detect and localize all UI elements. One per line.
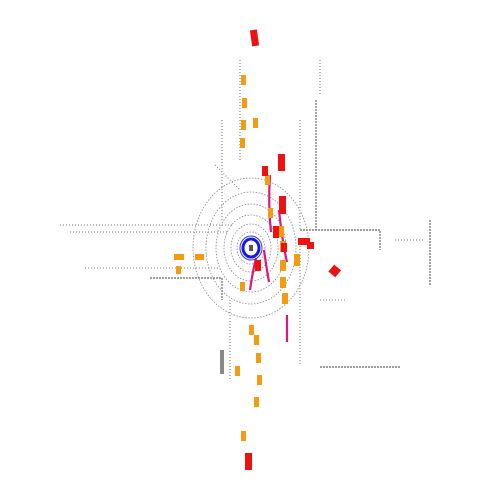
ego-ring [241, 237, 261, 259]
box [249, 29, 260, 47]
box [265, 175, 270, 185]
box [307, 242, 314, 249]
box [241, 431, 246, 441]
box [282, 293, 288, 304]
box [280, 277, 286, 288]
box [242, 98, 247, 108]
box [294, 254, 300, 266]
ring [205, 191, 297, 305]
box [278, 226, 284, 237]
box [257, 375, 262, 385]
points [150, 277, 223, 300]
box [328, 264, 342, 278]
ego-car [249, 245, 253, 251]
box [273, 226, 279, 238]
box [281, 243, 287, 252]
red-boxes [245, 29, 342, 470]
box [235, 366, 240, 376]
ego-ring [239, 235, 263, 261]
ring [223, 214, 279, 282]
box [254, 335, 259, 345]
box [176, 266, 181, 274]
point-cloud [60, 60, 431, 380]
points [300, 229, 381, 250]
box [245, 453, 252, 470]
box [174, 254, 184, 260]
box [278, 154, 285, 171]
ego-vehicle [239, 235, 263, 261]
points-cluster [220, 350, 224, 374]
box [280, 260, 286, 271]
trajectory [277, 209, 289, 263]
trajectory [262, 249, 271, 283]
box [268, 208, 273, 218]
box [241, 120, 246, 130]
box [262, 166, 268, 176]
box [256, 353, 261, 363]
ring [230, 223, 272, 273]
ring [236, 231, 266, 265]
box [241, 75, 246, 85]
box [255, 260, 261, 271]
box [279, 196, 286, 214]
box [254, 397, 259, 407]
box [253, 118, 258, 128]
box [240, 138, 245, 148]
box [240, 282, 245, 291]
box [195, 254, 204, 260]
box [298, 238, 310, 245]
box [249, 325, 254, 335]
